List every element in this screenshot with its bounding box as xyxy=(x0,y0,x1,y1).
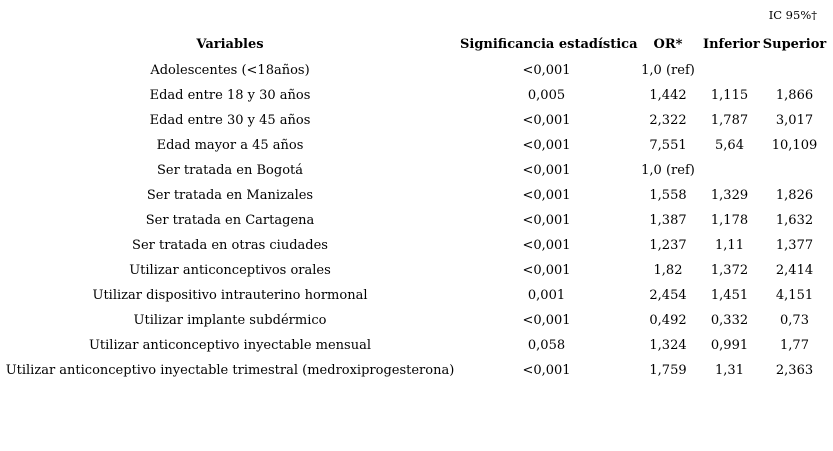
or-cell: 0,492 xyxy=(649,313,687,328)
table-row: Utilizar dispositivo intrauterino hormon… xyxy=(0,283,833,308)
column-header-superior: Superior xyxy=(762,36,827,52)
variable-cell: Utilizar anticonceptivo inyectable trime… xyxy=(5,363,455,378)
inferior-ci-cell xyxy=(703,58,756,83)
table-row: Edad mayor a 45 años <0,001 7,551 5,64 1… xyxy=(0,133,833,158)
column-header-or: OR* xyxy=(653,36,683,52)
or-cell: 1,387 xyxy=(649,213,687,228)
or-cell: 1,442 xyxy=(649,88,687,103)
ci-group-header-row: IC 95%† xyxy=(0,0,833,30)
superior-ci-cell: 2,363 xyxy=(775,363,814,378)
column-header-inferior: Inferior xyxy=(703,36,760,52)
table-body: Adolescentes (<18años) <0,001 1,0 (ref) … xyxy=(0,58,833,383)
significance-cell: <0,001 xyxy=(522,363,571,378)
variable-cell: Ser tratada en Cartagena xyxy=(145,213,315,228)
inferior-ci-cell: 0,991 xyxy=(710,338,749,353)
or-cell: 1,237 xyxy=(649,238,687,253)
variable-cell: Utilizar anticonceptivo inyectable mensu… xyxy=(88,338,372,353)
inferior-ci-cell: 1,451 xyxy=(710,288,749,303)
significance-cell: <0,001 xyxy=(522,213,571,228)
variable-cell: Ser tratada en Bogotá xyxy=(156,163,303,178)
table-row: Ser tratada en Bogotá <0,001 1,0 (ref) xyxy=(0,158,833,183)
regression-results-table: IC 95%† Variables Significancia estadíst… xyxy=(0,0,833,383)
or-cell: 1,0 (ref) xyxy=(641,163,695,178)
column-header-variables: Variables xyxy=(196,36,264,52)
table-row: Edad entre 30 y 45 años <0,001 2,322 1,7… xyxy=(0,108,833,133)
ci-header-spacer xyxy=(0,0,703,30)
or-cell: 1,0 (ref) xyxy=(641,63,695,78)
significance-cell: <0,001 xyxy=(522,63,571,78)
or-cell: 1,324 xyxy=(649,338,687,353)
significance-cell: <0,001 xyxy=(522,263,571,278)
table-row: Utilizar anticonceptivos orales <0,001 1… xyxy=(0,258,833,283)
table-row: Utilizar anticonceptivo inyectable mensu… xyxy=(0,333,833,358)
significance-cell: 0,058 xyxy=(527,338,566,353)
inferior-ci-cell: 1,178 xyxy=(710,213,749,228)
superior-ci-cell: 1,632 xyxy=(775,213,814,228)
or-cell: 1,82 xyxy=(653,263,683,278)
column-header-significance: Significancia estadística xyxy=(460,36,638,52)
inferior-ci-cell: 1,31 xyxy=(715,363,744,378)
variable-cell: Edad entre 18 y 30 años xyxy=(149,88,311,103)
variable-cell: Utilizar anticonceptivos orales xyxy=(129,263,331,278)
inferior-ci-cell xyxy=(703,158,756,183)
table-row: Ser tratada en otras ciudades <0,001 1,2… xyxy=(0,233,833,258)
superior-ci-cell: 10,109 xyxy=(771,138,818,153)
superior-ci-cell xyxy=(756,158,833,183)
variable-cell: Adolescentes (<18años) xyxy=(150,63,310,78)
table-row: Adolescentes (<18años) <0,001 1,0 (ref) xyxy=(0,58,833,83)
table-row: Ser tratada en Manizales <0,001 1,558 1,… xyxy=(0,183,833,208)
or-cell: 2,454 xyxy=(649,288,687,303)
inferior-ci-cell: 5,64 xyxy=(715,138,744,153)
superior-ci-cell: 2,414 xyxy=(775,263,814,278)
inferior-ci-cell: 1,11 xyxy=(715,238,744,253)
inferior-ci-cell: 1,329 xyxy=(710,188,749,203)
table-row: Edad entre 18 y 30 años 0,005 1,442 1,11… xyxy=(0,83,833,108)
inferior-ci-cell: 1,115 xyxy=(710,88,749,103)
variable-cell: Ser tratada en Manizales xyxy=(146,188,314,203)
variable-cell: Ser tratada en otras ciudades xyxy=(132,238,328,253)
table-row: Ser tratada en Cartagena <0,001 1,387 1,… xyxy=(0,208,833,233)
or-cell: 1,558 xyxy=(649,188,687,203)
superior-ci-cell xyxy=(756,58,833,83)
superior-ci-cell: 0,73 xyxy=(780,313,809,328)
significance-cell: <0,001 xyxy=(522,238,571,253)
variable-cell: Utilizar implante subdérmico xyxy=(133,313,327,328)
table-header: IC 95%† Variables Significancia estadíst… xyxy=(0,0,833,58)
table-row: Utilizar implante subdérmico <0,001 0,49… xyxy=(0,308,833,333)
significance-cell: 0,001 xyxy=(527,288,566,303)
ci-95-group-header: IC 95%† xyxy=(768,8,817,22)
superior-ci-cell: 1,866 xyxy=(775,88,814,103)
significance-cell: <0,001 xyxy=(522,138,571,153)
significance-cell: <0,001 xyxy=(522,188,571,203)
superior-ci-cell: 1,377 xyxy=(775,238,814,253)
significance-cell: <0,001 xyxy=(522,163,571,178)
significance-cell: 0,005 xyxy=(527,88,566,103)
superior-ci-cell: 1,826 xyxy=(775,188,814,203)
significance-cell: <0,001 xyxy=(522,313,571,328)
or-cell: 2,322 xyxy=(649,113,687,128)
superior-ci-cell: 4,151 xyxy=(775,288,814,303)
significance-cell: <0,001 xyxy=(522,113,571,128)
or-cell: 1,759 xyxy=(649,363,687,378)
column-header-row: Variables Significancia estadística OR* … xyxy=(0,30,833,58)
variable-cell: Edad entre 30 y 45 años xyxy=(149,113,311,128)
table-row: Utilizar anticonceptivo inyectable trime… xyxy=(0,358,833,383)
superior-ci-cell: 3,017 xyxy=(775,113,814,128)
or-cell: 7,551 xyxy=(649,138,687,153)
inferior-ci-cell: 0,332 xyxy=(710,313,749,328)
variable-cell: Utilizar dispositivo intrauterino hormon… xyxy=(92,288,368,303)
variable-cell: Edad mayor a 45 años xyxy=(156,138,304,153)
superior-ci-cell: 1,77 xyxy=(780,338,809,353)
inferior-ci-cell: 1,787 xyxy=(710,113,749,128)
inferior-ci-cell: 1,372 xyxy=(710,263,749,278)
